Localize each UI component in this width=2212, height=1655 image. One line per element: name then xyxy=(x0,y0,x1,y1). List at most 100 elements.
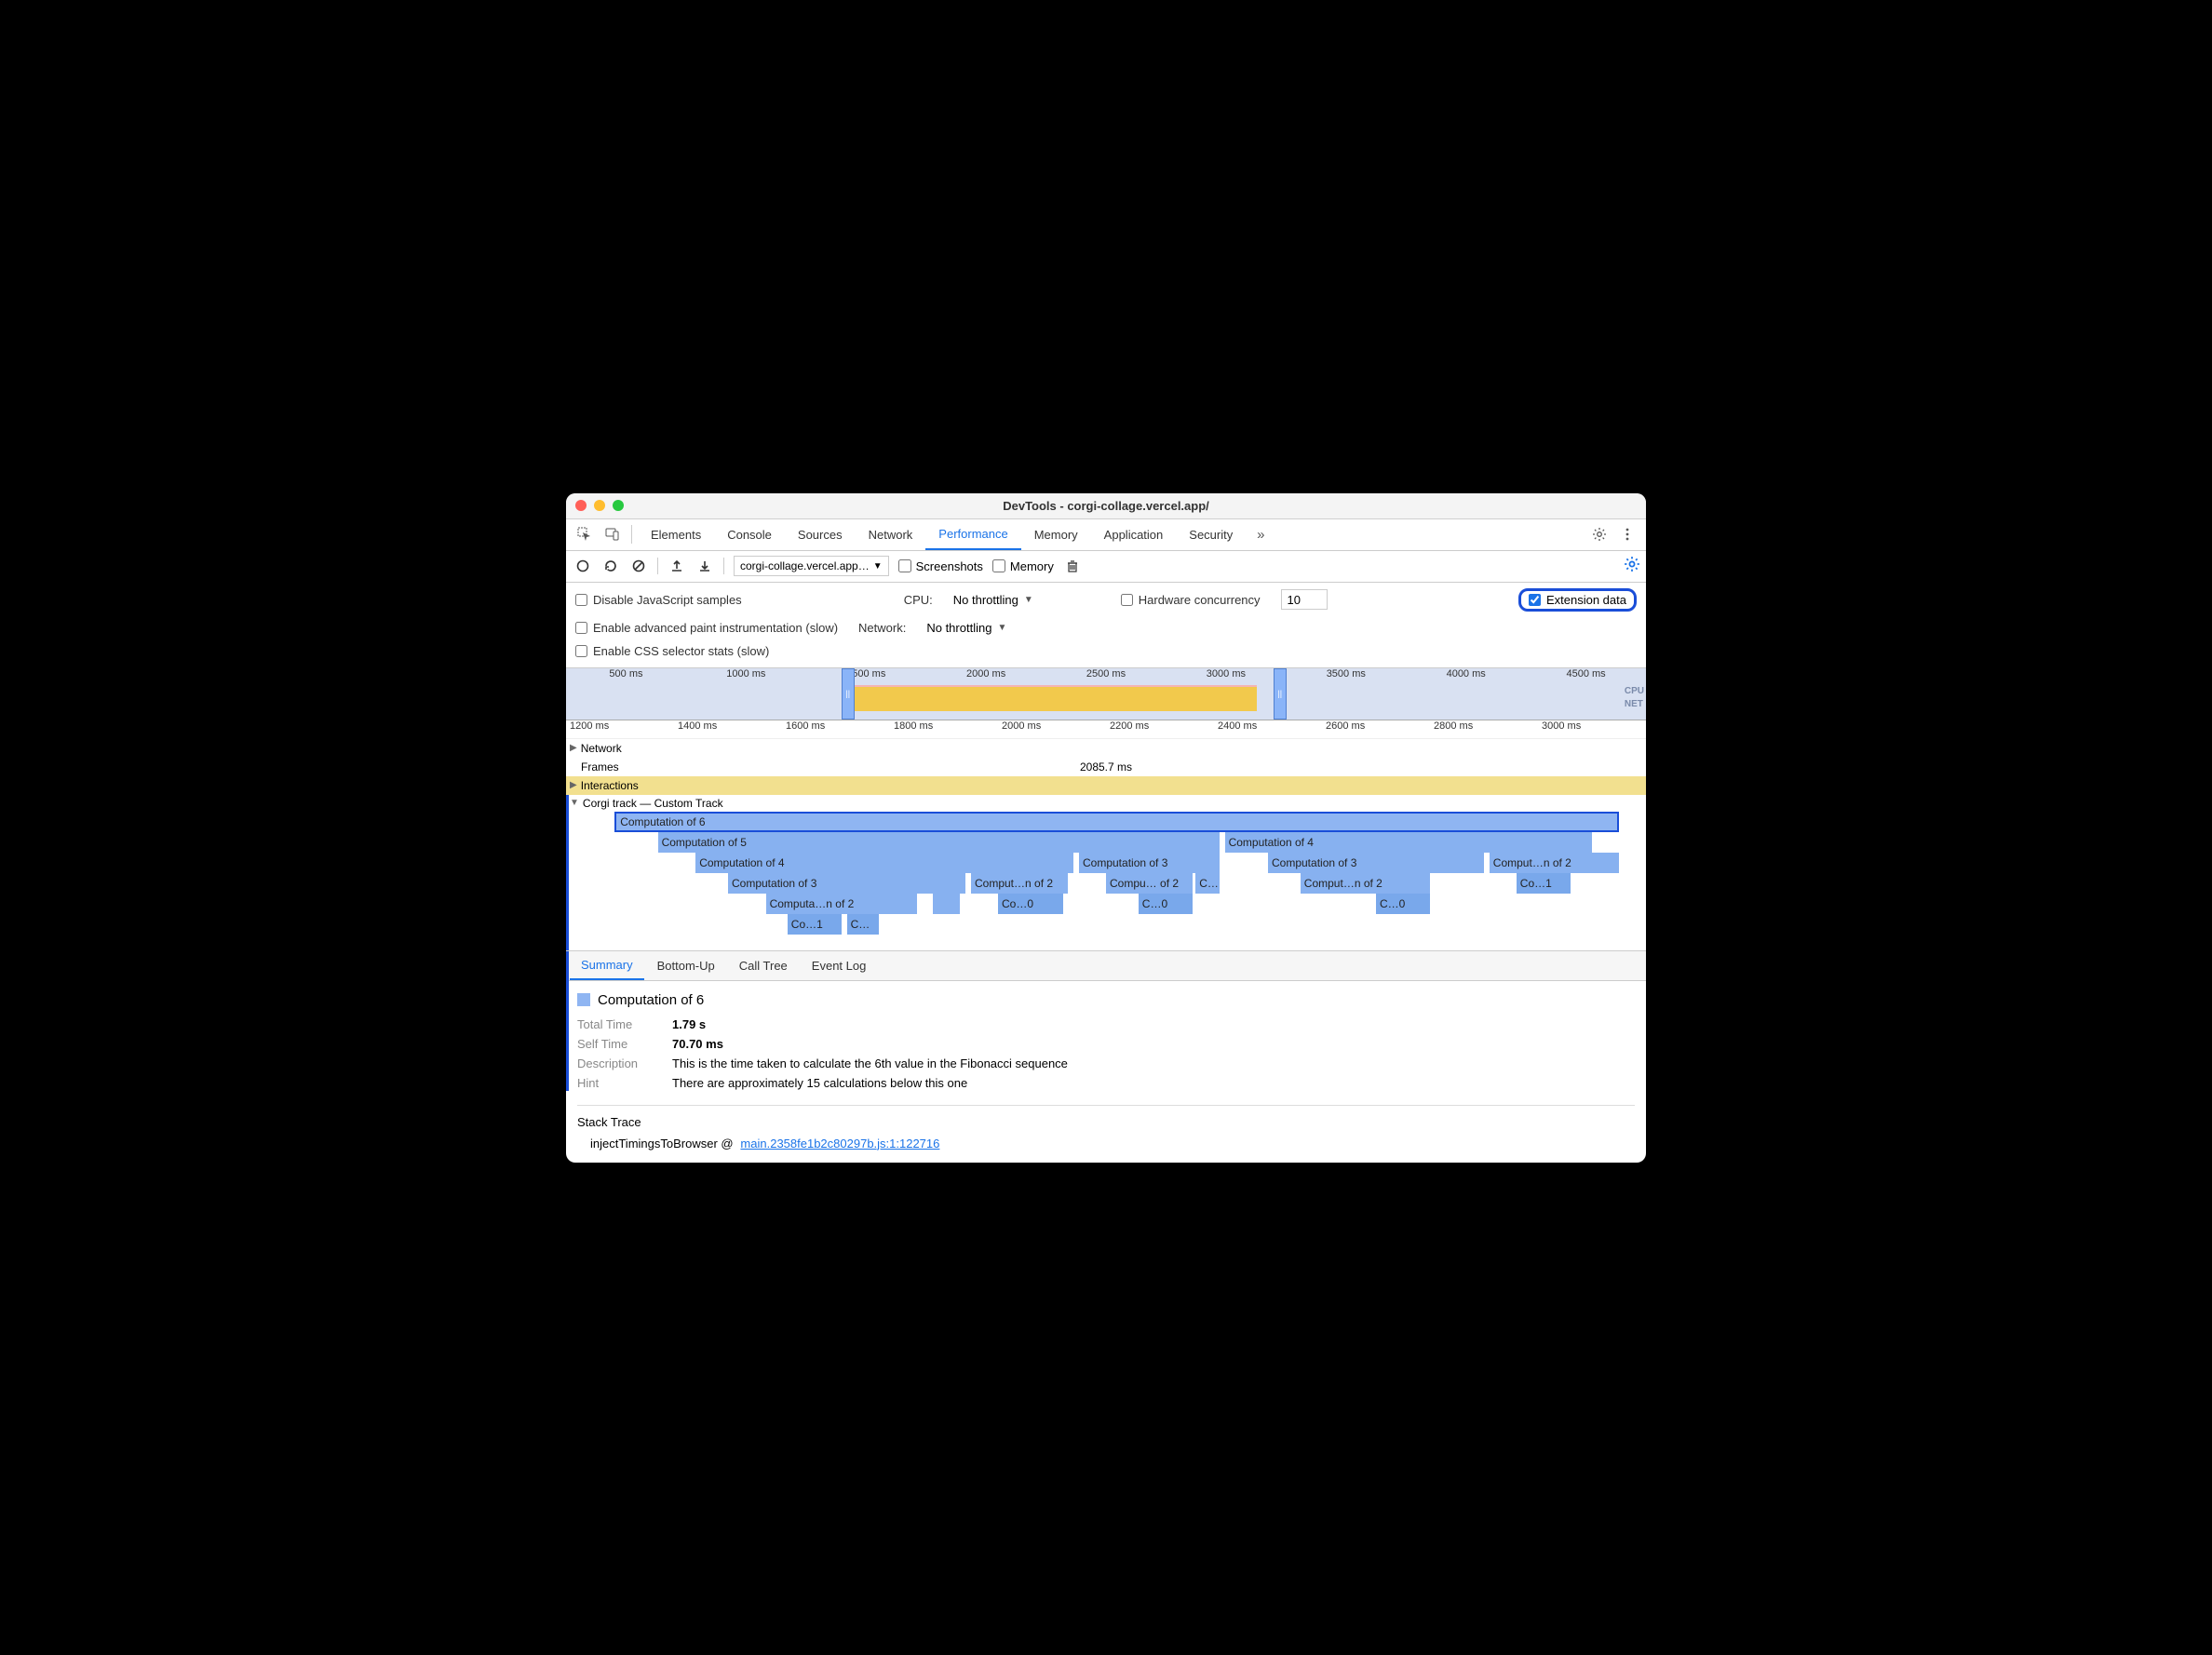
overview-handle-right[interactable]: || xyxy=(1274,668,1287,720)
detail-tab-summary[interactable]: Summary xyxy=(570,950,644,980)
devtools-window: DevTools - corgi-collage.vercel.app/ Ele… xyxy=(566,493,1646,1163)
interactions-track-header[interactable]: ▶Interactions xyxy=(566,776,1646,795)
detail-tab-event-log[interactable]: Event Log xyxy=(801,950,878,980)
tab-elements[interactable]: Elements xyxy=(638,518,714,550)
frames-label: Frames xyxy=(566,760,619,774)
overview-cpu-activity xyxy=(852,687,1257,711)
main-tick: 2000 ms xyxy=(998,720,1106,738)
flame-chart[interactable]: Computation of 6Computation of 5Computat… xyxy=(566,812,1646,951)
stack-trace-header: Stack Trace xyxy=(577,1105,1635,1129)
tab-memory[interactable]: Memory xyxy=(1021,518,1091,550)
flame-bar[interactable]: Computation of 4 xyxy=(695,853,1073,873)
detail-tab-bottom-up[interactable]: Bottom-Up xyxy=(646,950,726,980)
tab-network[interactable]: Network xyxy=(856,518,926,550)
settings-gear-icon[interactable] xyxy=(1586,521,1612,547)
custom-track-header[interactable]: ▼Corgi track — Custom Track xyxy=(566,795,1646,812)
cpu-throttle-dropdown[interactable]: No throttling▼ xyxy=(953,593,1033,607)
tab-security[interactable]: Security xyxy=(1176,518,1246,550)
network-track-header[interactable]: ▶Network xyxy=(566,739,1646,758)
overview-tick: 2000 ms xyxy=(926,668,1046,683)
flame-bar[interactable]: Co…0 xyxy=(998,894,1063,914)
flame-bar[interactable] xyxy=(933,894,960,914)
flame-bar[interactable]: Co…1 xyxy=(1517,873,1571,894)
separator xyxy=(631,525,632,544)
stack-trace-link[interactable]: main.2358fe1b2c80297b.js:1:122716 xyxy=(740,1137,939,1150)
reload-icon[interactable] xyxy=(601,557,620,575)
adv-paint-checkbox[interactable]: Enable advanced paint instrumentation (s… xyxy=(575,621,838,635)
download-icon[interactable] xyxy=(695,557,714,575)
main-tick: 1600 ms xyxy=(782,720,890,738)
timeline-overview[interactable]: 500 ms1000 ms1500 ms2000 ms2500 ms3000 m… xyxy=(566,668,1646,720)
flame-bar[interactable]: C…0 xyxy=(1139,894,1193,914)
overview-side-labels: CPU NET xyxy=(1625,685,1644,711)
detail-tabs: SummaryBottom-UpCall TreeEvent Log xyxy=(566,951,1646,981)
css-stats-checkbox[interactable]: Enable CSS selector stats (slow) xyxy=(575,644,769,658)
overview-tick: 500 ms xyxy=(566,668,686,683)
flame-bar[interactable]: C… xyxy=(1195,873,1220,894)
summary-panel: Computation of 6 Total Time1.79 s Self T… xyxy=(566,981,1646,1163)
tab-performance[interactable]: Performance xyxy=(925,518,1020,550)
hw-concurrency-input[interactable] xyxy=(1281,589,1328,610)
disclosure-icon[interactable]: ▼ xyxy=(570,798,579,808)
flame-bar[interactable]: Comput…n of 2 xyxy=(1301,873,1430,894)
devtools-tabs: ElementsConsoleSourcesNetworkPerformance… xyxy=(566,519,1646,551)
flame-bar[interactable]: Computa…n of 2 xyxy=(766,894,917,914)
flame-bar[interactable]: Co…1 xyxy=(788,914,842,935)
recording-selector[interactable]: corgi-collage.vercel.app…▼ xyxy=(734,556,889,576)
main-tick: 2600 ms xyxy=(1322,720,1430,738)
flame-bar[interactable]: Computation of 6 xyxy=(614,812,1619,832)
main-tick: 2400 ms xyxy=(1214,720,1322,738)
main-tick: 1400 ms xyxy=(674,720,782,738)
disable-js-checkbox[interactable]: Disable JavaScript samples xyxy=(575,593,742,607)
cpu-label: CPU: xyxy=(904,593,933,607)
network-throttle-dropdown[interactable]: No throttling▼ xyxy=(926,621,1006,635)
tab-application[interactable]: Application xyxy=(1091,518,1177,550)
flame-bar[interactable]: Computation of 5 xyxy=(658,832,1220,853)
main-tick: 1800 ms xyxy=(890,720,998,738)
upload-icon[interactable] xyxy=(668,557,686,575)
network-label: Network: xyxy=(858,621,906,635)
window-title: DevTools - corgi-collage.vercel.app/ xyxy=(566,499,1646,513)
frames-value: 2085.7 ms xyxy=(1080,760,1132,774)
summary-title-row: Computation of 6 xyxy=(577,992,1635,1008)
overview-tick: 2500 ms xyxy=(1046,668,1167,683)
flame-bar[interactable]: Computation of 3 xyxy=(1268,853,1484,873)
summary-title: Computation of 6 xyxy=(598,992,704,1008)
extension-data-checkbox[interactable]: Extension data xyxy=(1518,588,1637,612)
memory-checkbox[interactable]: Memory xyxy=(992,559,1054,573)
tab-sources[interactable]: Sources xyxy=(785,518,856,550)
device-toggle-icon[interactable] xyxy=(600,521,626,547)
summary-color-swatch xyxy=(577,993,590,1006)
perf-settings-panel: Disable JavaScript samples CPU: No throt… xyxy=(566,583,1646,668)
main-tick: 3000 ms xyxy=(1538,720,1646,738)
flame-bar[interactable]: Comput…n of 2 xyxy=(971,873,1068,894)
flame-bar[interactable]: C…0 xyxy=(1376,894,1430,914)
stack-trace-line: injectTimingsToBrowser @ main.2358fe1b2c… xyxy=(577,1137,1635,1151)
record-icon[interactable] xyxy=(573,557,592,575)
flame-bar[interactable]: Computation of 4 xyxy=(1225,832,1592,853)
flame-bar[interactable]: Compu… of 2 xyxy=(1106,873,1193,894)
main-timeline-ticks: 1200 ms1400 ms1600 ms1800 ms2000 ms2200 … xyxy=(566,720,1646,739)
detail-tab-call-tree[interactable]: Call Tree xyxy=(728,950,799,980)
flame-bar[interactable]: Computation of 3 xyxy=(728,873,965,894)
tracks-panel: ▶Network Frames 2085.7 ms ▶Interactions … xyxy=(566,739,1646,951)
inspect-icon[interactable] xyxy=(572,521,598,547)
window-titlebar: DevTools - corgi-collage.vercel.app/ xyxy=(566,493,1646,519)
screenshots-checkbox[interactable]: Screenshots xyxy=(898,559,983,573)
overview-tick: 4000 ms xyxy=(1406,668,1526,683)
main-tab-list: ElementsConsoleSourcesNetworkPerformance… xyxy=(638,518,1246,550)
hw-concurrency-checkbox[interactable]: Hardware concurrency xyxy=(1121,593,1261,607)
more-tabs-icon[interactable]: » xyxy=(1248,521,1274,547)
perf-settings-gear-icon[interactable] xyxy=(1624,556,1640,577)
tab-console[interactable]: Console xyxy=(714,518,785,550)
flame-bar[interactable]: Computation of 3 xyxy=(1079,853,1220,873)
flame-bar[interactable]: Comput…n of 2 xyxy=(1490,853,1619,873)
flame-bar[interactable]: C… xyxy=(847,914,880,935)
garbage-collect-icon[interactable] xyxy=(1063,557,1082,575)
main-tick: 2800 ms xyxy=(1430,720,1538,738)
disclosure-icon[interactable]: ▶ xyxy=(570,780,577,790)
clear-icon[interactable] xyxy=(629,557,648,575)
overview-handle-left[interactable]: || xyxy=(842,668,855,720)
kebab-menu-icon[interactable] xyxy=(1614,521,1640,547)
disclosure-icon[interactable]: ▶ xyxy=(570,743,577,753)
